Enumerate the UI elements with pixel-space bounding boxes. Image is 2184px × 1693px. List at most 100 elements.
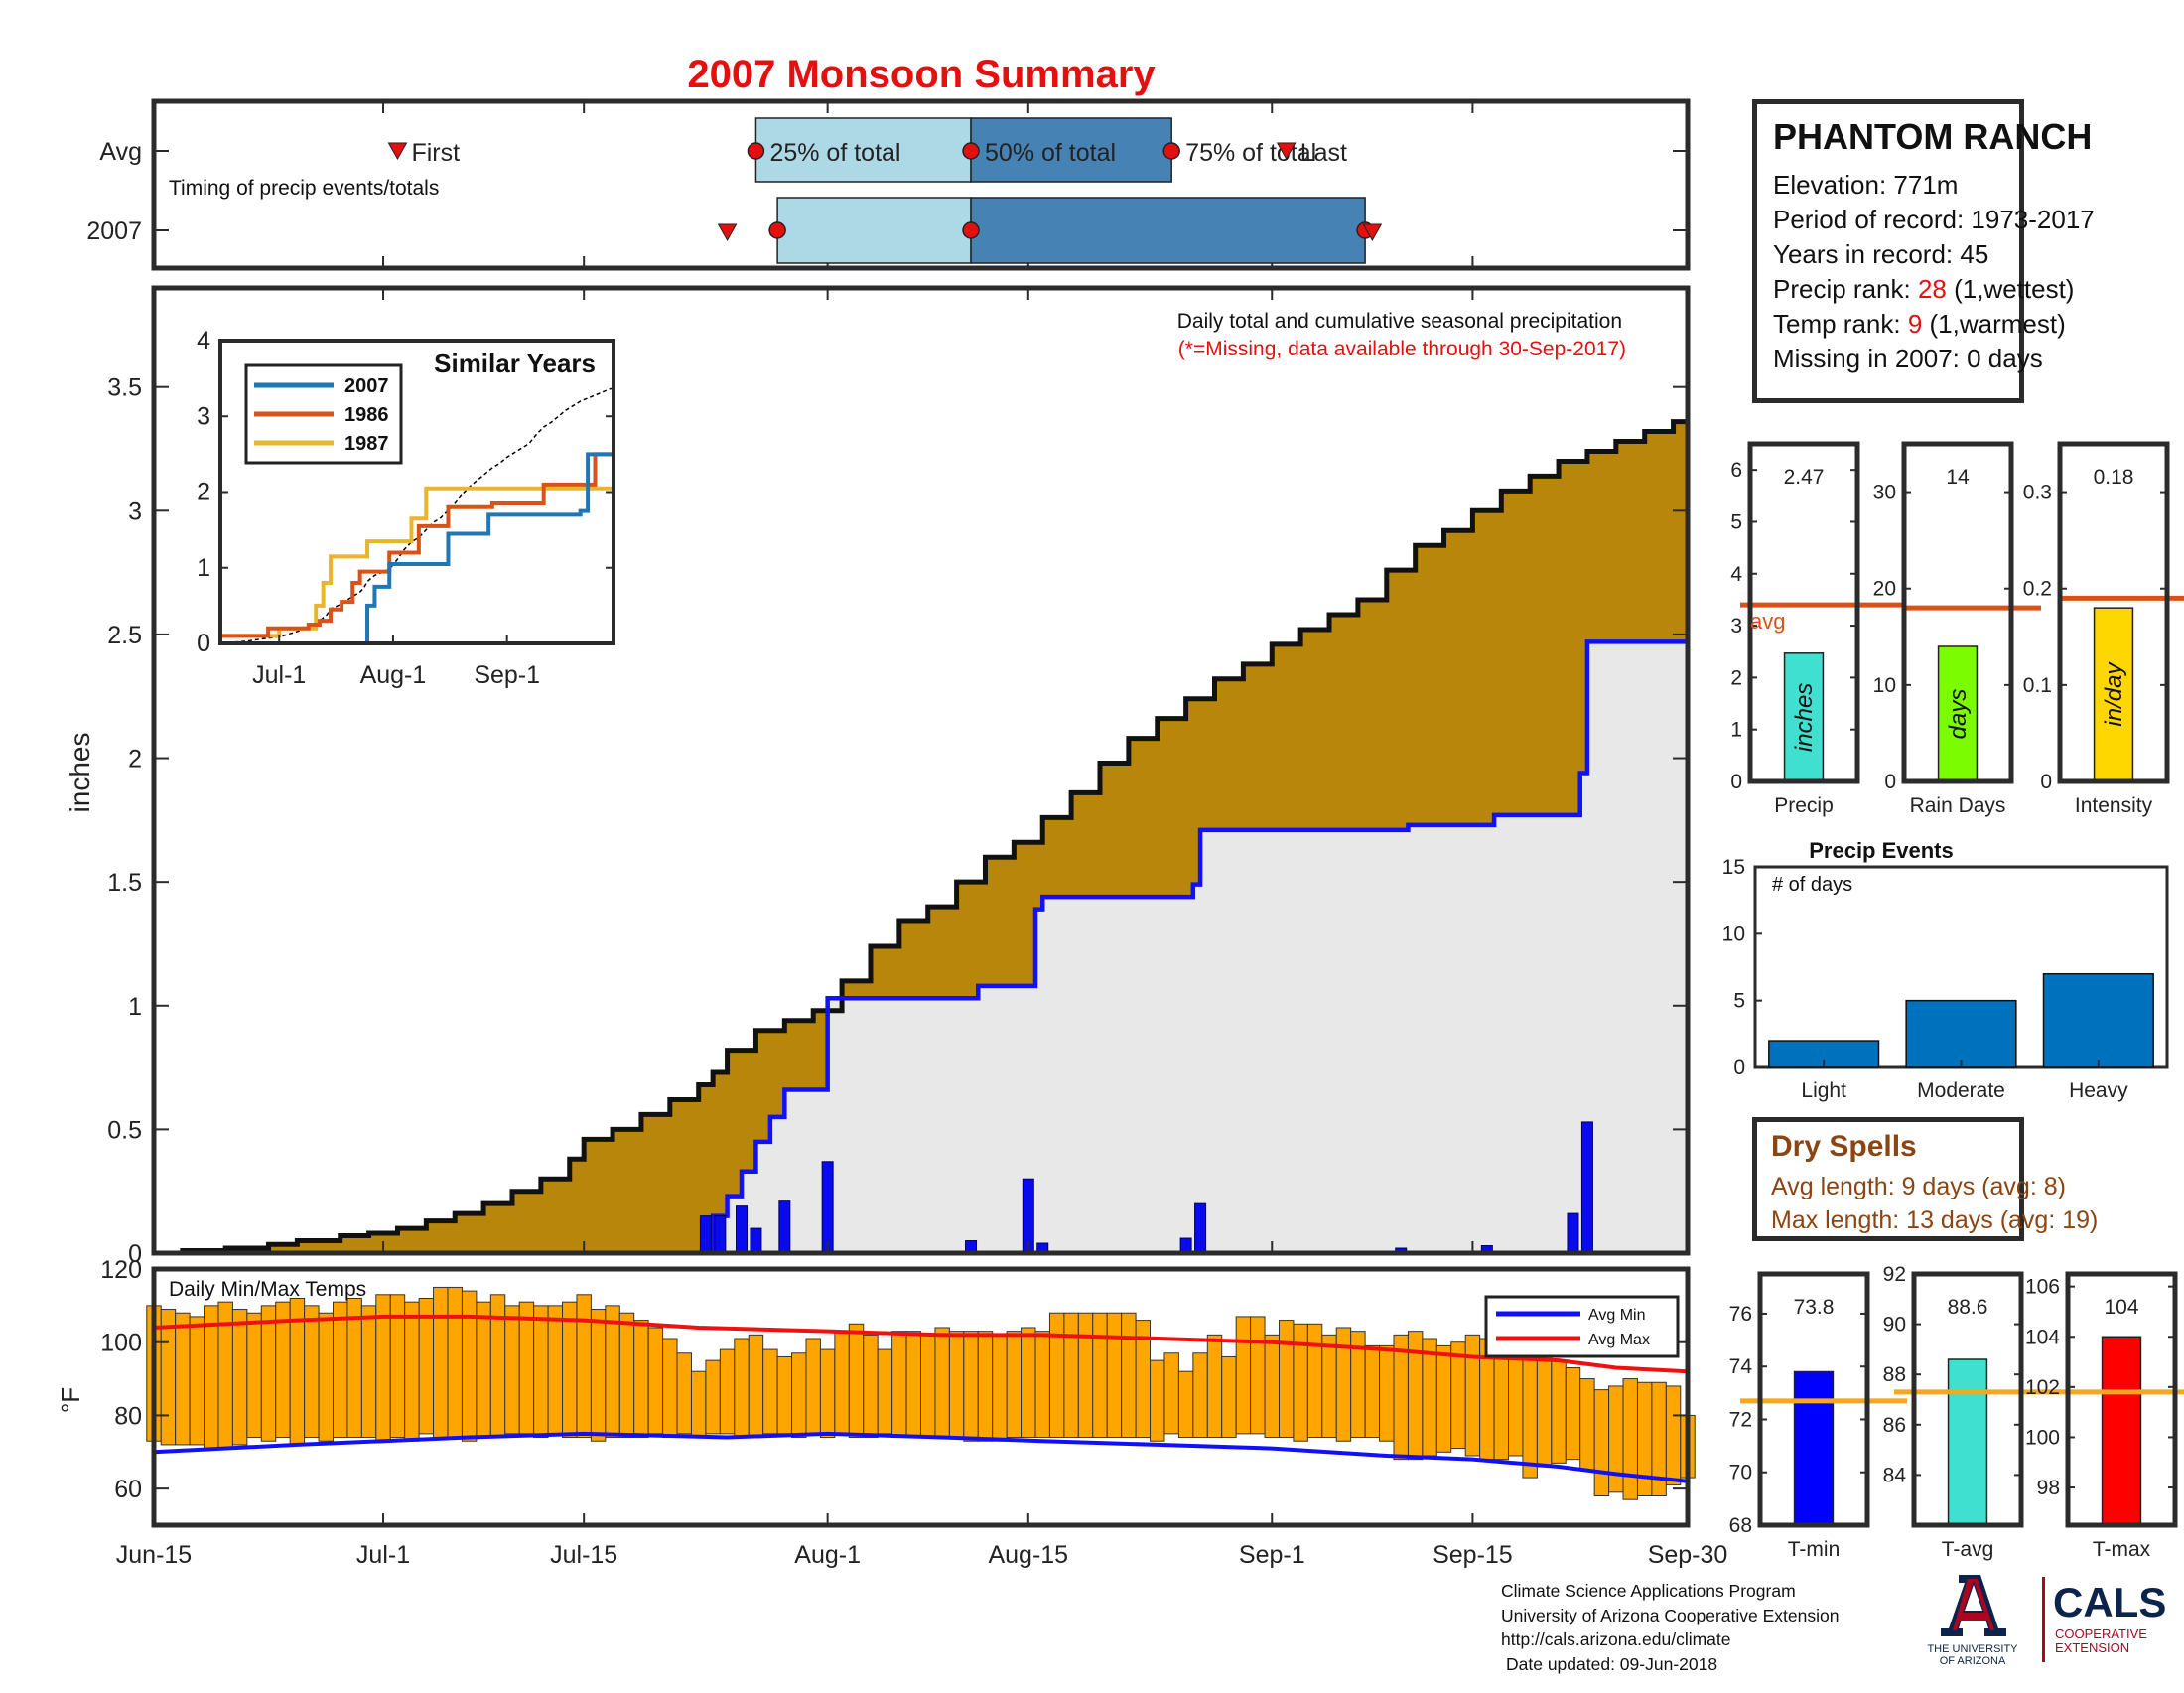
precip-ylabel: inches <box>65 733 95 813</box>
stat-y-tick-label: 0 <box>2040 771 2052 793</box>
daily-precip-bar <box>699 1215 712 1254</box>
daily-precip-bar <box>736 1205 749 1254</box>
daily-temp-bar <box>1206 1334 1223 1439</box>
precip-y-tick-label: 3.5 <box>107 374 142 402</box>
daily-temp-bar <box>1565 1367 1581 1461</box>
events-y-tick-label: 5 <box>1733 990 1745 1013</box>
inset-y-tick-label: 1 <box>197 554 210 582</box>
avg-first-label: First <box>411 139 460 167</box>
daily-precip-bar <box>1194 1202 1207 1254</box>
stat-bar <box>2101 1336 2142 1526</box>
daily-temp-bar <box>920 1334 936 1439</box>
events-bar <box>2042 972 2154 1068</box>
daily-temp-bar <box>1177 1370 1194 1439</box>
stat-y-tick-label: 100 <box>2025 1426 2060 1449</box>
stat-y-tick-label: 84 <box>1883 1464 1907 1486</box>
logo-coop-2: EXTENSION <box>2055 1640 2129 1655</box>
daily-temp-bar <box>1379 1344 1395 1442</box>
stat-y-tick-label: 88 <box>1883 1363 1906 1386</box>
temps-y-tick-label: 60 <box>114 1476 142 1503</box>
avg-max-line <box>153 1314 1689 1374</box>
stat-y-tick-label: 0 <box>1884 771 1896 793</box>
daily-temp-bar <box>1321 1334 1337 1439</box>
daily-temp-bar <box>1493 1352 1510 1461</box>
stat-y-tick-label: 72 <box>1729 1408 1752 1431</box>
inset-legend-label: 2007 <box>344 375 389 397</box>
logo-cals: CALS <box>2053 1579 2166 1625</box>
daily-temp-bar <box>1293 1323 1308 1442</box>
precip-rank-suffix: (1,wettest) <box>1946 274 2075 304</box>
inset-x-tick-label: Sep-1 <box>474 661 540 689</box>
daily-temp-bar <box>877 1348 893 1435</box>
events-x-label: Moderate <box>1917 1079 2005 1102</box>
daily-temp-bar <box>992 1334 1008 1442</box>
avg-cumulative-line <box>154 419 1691 1256</box>
station-name: PHANTOM RANCH <box>1773 116 2093 157</box>
x-tick-label: Jun-15 <box>116 1541 192 1569</box>
inset-y-tick-label: 3 <box>197 402 210 430</box>
stat-y-tick-label: 92 <box>1883 1263 1906 1286</box>
daily-temp-bar <box>360 1305 377 1439</box>
daily-temp-bar <box>1092 1312 1108 1439</box>
daily-temp-bar <box>1048 1312 1065 1439</box>
daily-temp-bar <box>1006 1331 1023 1439</box>
daily-temp-bar <box>705 1359 721 1435</box>
daily-temp-bar <box>246 1312 262 1439</box>
year-last-marker <box>1362 223 1383 242</box>
daily-temp-bar <box>1622 1378 1638 1500</box>
daily-temp-bar <box>1034 1331 1050 1439</box>
stat-bar <box>1793 1370 1835 1526</box>
x-tick-label: Aug-1 <box>794 1541 861 1569</box>
daily-temp-bar <box>1163 1352 1179 1435</box>
year-p25-marker <box>768 221 786 239</box>
stat-y-tick-label: 0.3 <box>2023 482 2052 504</box>
daily-temp-bar <box>504 1305 520 1435</box>
stat-bar-frame <box>1747 441 1860 784</box>
stat-y-tick-label: 4 <box>1730 563 1742 586</box>
daily-temp-bar <box>891 1331 907 1439</box>
avg-p25-marker <box>747 142 765 160</box>
stat-y-tick-label: 0.1 <box>2023 674 2052 697</box>
stat-y-tick-label: 106 <box>2025 1276 2060 1299</box>
daily-temp-bar <box>805 1338 821 1435</box>
credits-line-4: Date updated: 09-Jun-2018 <box>1506 1653 1718 1674</box>
precip-rank-prefix: Precip rank: <box>1773 274 1918 304</box>
daily-temp-bar <box>1150 1359 1165 1442</box>
daily-temp-bar <box>1464 1334 1481 1457</box>
avg-p75-label: 75% of total <box>1185 139 1316 167</box>
daily-temp-bar <box>518 1301 535 1435</box>
daily-temp-bar <box>1077 1312 1094 1439</box>
figure-title: 2007 Monsoon Summary <box>687 53 1156 96</box>
temps-y-tick-label: 120 <box>100 1256 142 1284</box>
university-logo: THE UNIVERSITY OF ARIZONA CALS COOPERATI… <box>1927 1575 2166 1667</box>
avg-p25-label: 25% of total <box>769 139 900 167</box>
daily-temp-bar <box>332 1301 348 1439</box>
temps-ylabel: °F <box>56 1387 85 1413</box>
precip-y-tick-label: 1 <box>128 993 142 1021</box>
daily-precip-bar <box>778 1200 791 1254</box>
inset-x-tick-label: Aug-1 <box>360 661 427 689</box>
daily-temp-bar <box>304 1305 320 1439</box>
precip-y-tick-label: 1.5 <box>107 869 142 897</box>
precip-chart-title: Daily total and cumulative seasonal prec… <box>1177 310 1622 333</box>
stat-bar-frame <box>2065 1271 2178 1528</box>
daily-temp-bar <box>175 1312 191 1446</box>
daily-temp-bar <box>1106 1312 1123 1439</box>
stat-x-label: Rain Days <box>1910 794 2006 817</box>
events-y-tick-label: 10 <box>1722 922 1745 945</box>
daily-temp-bar <box>1393 1334 1409 1461</box>
avg-last-label: Last <box>1300 139 1347 167</box>
temps-y-tick-label: 100 <box>100 1330 142 1357</box>
precip-frame <box>151 285 1691 1256</box>
daily-temp-bar <box>1422 1338 1437 1457</box>
temps-legend-box <box>1484 1295 1680 1358</box>
daily-temp-bar <box>447 1286 463 1439</box>
events-y-tick-label: 0 <box>1733 1057 1745 1079</box>
precip-y-tick-label: 3 <box>128 497 142 525</box>
stat-y-tick-label: 90 <box>1883 1314 1906 1337</box>
timing-subtitle: Timing of precip events/totals <box>169 177 439 200</box>
daily-temp-bar <box>533 1305 549 1439</box>
stat-y-tick-label: 30 <box>1873 482 1896 504</box>
year-p50-marker <box>962 221 980 239</box>
precip-y-tick-label: 2.5 <box>107 622 142 649</box>
